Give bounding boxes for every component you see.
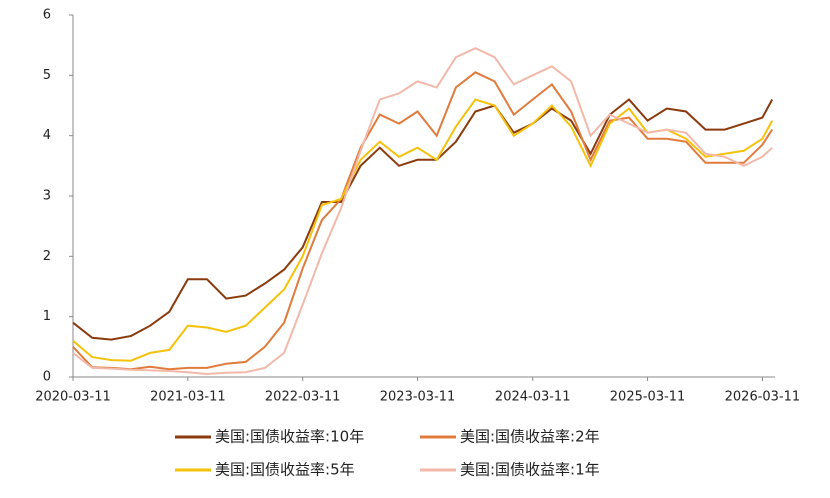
legend-label: 美国:国债收益率:10年 — [215, 428, 364, 446]
y-tick-label: 2 — [43, 249, 51, 264]
series-line — [72, 98, 774, 341]
y-tick-label: 3 — [43, 189, 51, 204]
legend-label: 美国:国债收益率:1年 — [460, 461, 600, 479]
y-tick-label: 4 — [43, 128, 51, 143]
y-tick-label: 6 — [43, 8, 51, 23]
y-tick-label: 5 — [43, 68, 51, 83]
x-tick-label: 2024-03-11 — [495, 390, 571, 405]
y-tick-label: 1 — [43, 309, 51, 324]
x-tick-label: 2025-03-11 — [610, 390, 686, 405]
x-tick-label: 2021-03-11 — [150, 390, 226, 405]
y-tick-label: 0 — [43, 370, 51, 385]
x-tick-label: 2023-03-11 — [380, 390, 456, 405]
legend-label: 美国:国债收益率:5年 — [215, 461, 355, 479]
x-tick-label: 2020-03-11 — [35, 390, 111, 405]
legend-label: 美国:国债收益率:2年 — [460, 428, 600, 446]
x-tick-label: 2026-03-11 — [725, 390, 801, 405]
series-line — [72, 47, 773, 376]
series-line — [72, 71, 774, 371]
x-tick-label: 2022-03-11 — [265, 390, 341, 405]
